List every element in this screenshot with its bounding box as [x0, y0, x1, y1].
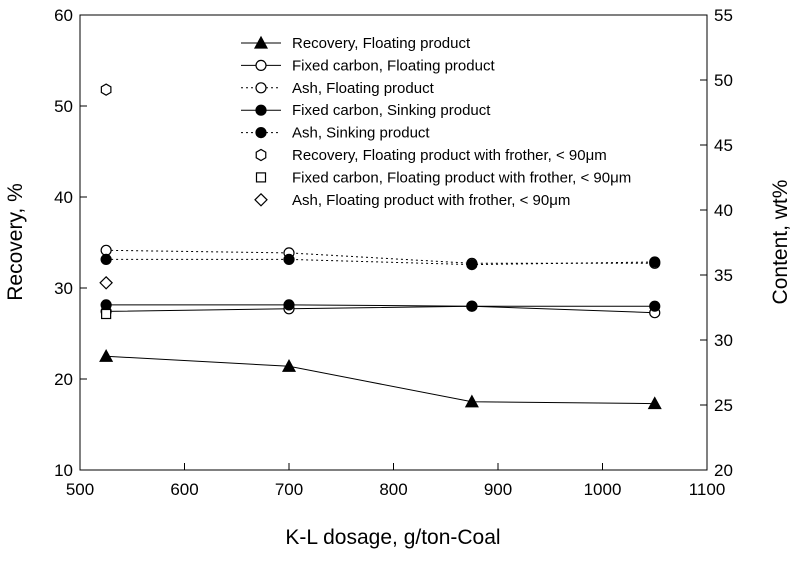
right-y-tick-label: 25 [714, 396, 733, 415]
right-y-tick-label: 55 [714, 6, 733, 25]
right-y-axis-ticks: 20 25 30 35 40 45 50 55 [700, 6, 733, 480]
legend-marker [255, 172, 267, 183]
legend-label: Fixed carbon, Floating product [292, 57, 495, 74]
series-6 [100, 83, 112, 96]
legend-label: Fixed carbon, Sinking product [292, 102, 491, 119]
left-y-tick-label: 60 [54, 6, 73, 25]
x-tick-label: 800 [379, 480, 407, 499]
legend-entry: Ash, Floating product with frother, < 90… [254, 192, 570, 209]
legend-label: Ash, Floating product [292, 80, 435, 97]
x-tick-label: 900 [484, 480, 512, 499]
series-line [106, 258, 655, 266]
left-y-tick-label: 20 [54, 370, 73, 389]
left-y-tick-label: 10 [54, 461, 73, 480]
left-y-tick-label: 40 [54, 188, 73, 207]
data-point [100, 299, 112, 311]
left-y-tick-label: 50 [54, 97, 73, 116]
legend-entry: Ash, Sinking product [241, 125, 430, 142]
right-y-tick-label: 50 [714, 71, 733, 90]
x-tick-label: 600 [170, 480, 198, 499]
right-y-tick-label: 35 [714, 266, 733, 285]
legend-label: Recovery, Floating product with frother,… [292, 147, 607, 164]
left-y-axis-title: Recovery, % [4, 183, 27, 300]
data-point [466, 259, 478, 271]
series-7 [101, 308, 112, 320]
left-y-axis-ticks: 10 20 30 40 50 60 [54, 6, 87, 480]
data-point [647, 396, 662, 410]
series-2 [100, 300, 661, 319]
legend-label: Ash, Floating product with frother, < 90… [292, 192, 570, 209]
legend-label: Ash, Sinking product [292, 125, 430, 142]
legend-entry: Fixed carbon, Floating product [241, 57, 495, 74]
series-4 [100, 299, 661, 312]
series-5 [100, 253, 661, 271]
series-8 [99, 275, 113, 290]
series-3 [100, 244, 661, 269]
data-point [99, 348, 114, 362]
series-line [106, 249, 655, 264]
legend-entry: Fixed carbon, Floating product with frot… [255, 169, 631, 186]
legend-entry: Recovery, Floating product [241, 35, 471, 52]
legend-marker [255, 82, 267, 94]
series-layer [99, 83, 662, 410]
right-y-axis-title: Content, wt% [769, 180, 792, 305]
legend-marker [253, 35, 269, 49]
x-tick-label: 500 [66, 480, 94, 499]
series-1 [99, 348, 662, 410]
legend: Recovery, Floating product Fixed carbon, … [241, 35, 631, 209]
data-point [281, 359, 297, 372]
data-point [283, 253, 295, 265]
legend-entry: Fixed carbon, Sinking product [241, 102, 491, 119]
x-tick-label: 1000 [584, 480, 622, 499]
data-point [283, 299, 295, 311]
data-point [649, 256, 661, 268]
data-point [649, 300, 661, 312]
legend-label: Recovery, Floating product [292, 35, 471, 52]
data-point [101, 308, 112, 320]
data-point [464, 394, 479, 408]
legend-label: Fixed carbon, Floating product with frot… [292, 169, 631, 186]
data-point [466, 300, 478, 312]
series-line [106, 304, 655, 307]
data-point [99, 275, 113, 290]
right-y-tick-label: 20 [714, 461, 733, 480]
series-line [106, 355, 655, 405]
legend-marker [255, 148, 267, 162]
data-point [100, 253, 112, 265]
legend-marker [254, 192, 268, 207]
x-tick-label: 1100 [689, 480, 726, 499]
legend-marker [255, 59, 267, 72]
series-line [106, 305, 655, 314]
right-y-tick-label: 40 [714, 201, 733, 220]
legend-marker [255, 127, 267, 139]
data-point [100, 83, 112, 96]
x-axis-title: K-L dosage, g/ton-Coal [285, 526, 500, 549]
legend-entry: Recovery, Floating product with frother,… [255, 147, 607, 164]
right-y-tick-label: 30 [714, 331, 733, 350]
x-axis-ticks: 500 600 700 800 900 1000 1100 [66, 463, 725, 499]
legend-entry: Ash, Floating product [241, 80, 435, 97]
x-tick-label: 700 [275, 480, 303, 499]
right-y-tick-label: 45 [714, 136, 733, 155]
left-y-tick-label: 30 [54, 279, 73, 298]
legend-marker [255, 104, 267, 116]
